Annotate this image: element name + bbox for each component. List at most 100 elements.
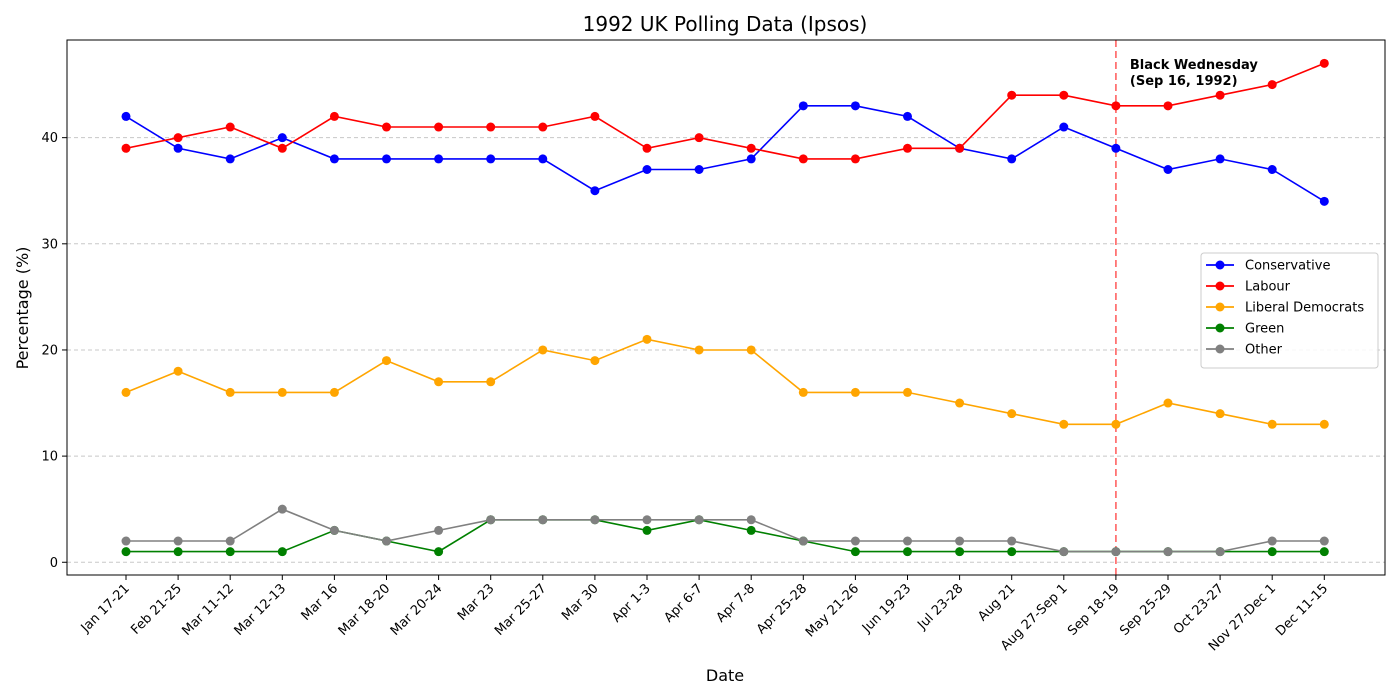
data-point-labour: [798, 154, 808, 164]
data-point-labour: [538, 122, 548, 132]
data-point-other: [121, 536, 131, 546]
data-point-conservative: [121, 111, 131, 121]
data-point-other: [1215, 547, 1225, 557]
data-point-liberal-democrats: [798, 387, 808, 397]
data-point-conservative: [746, 154, 756, 164]
x-tick-label: Oct 23-27: [1171, 581, 1227, 637]
data-point-conservative: [382, 154, 391, 164]
series-labour: [121, 58, 1329, 164]
x-tick-label: Apr 7-8: [714, 581, 758, 625]
data-point-green: [434, 547, 444, 557]
data-point-other: [1111, 547, 1121, 557]
data-point-labour: [329, 111, 339, 121]
x-tick-label: Mar 16: [299, 581, 342, 624]
data-point-other: [1267, 536, 1277, 546]
data-point-other: [955, 536, 965, 546]
x-tick-label: Feb 21-25: [128, 581, 185, 638]
y-axis-label: Percentage (%): [13, 247, 32, 370]
legend-label-liberal-democrats: Liberal Democrats: [1245, 301, 1364, 316]
data-point-green: [903, 547, 912, 557]
data-point-other: [225, 536, 235, 546]
data-point-labour: [1111, 101, 1121, 111]
data-point-liberal-democrats: [746, 345, 756, 355]
data-point-other: [277, 504, 287, 514]
data-point-green: [1319, 547, 1329, 557]
series-line-green: [126, 518, 1325, 553]
data-point-liberal-democrats: [1267, 419, 1277, 429]
x-tick-label: Jun 19-23: [859, 581, 914, 636]
data-point-labour: [590, 111, 600, 121]
data-point-green: [173, 547, 183, 557]
data-point-other: [746, 515, 756, 525]
data-point-other: [173, 536, 183, 546]
legend-marker-labour: [1215, 281, 1225, 291]
data-point-conservative: [1319, 196, 1329, 206]
x-tick-label: Sep 18-19: [1065, 581, 1123, 639]
x-tick-label: Aug 21: [975, 581, 1018, 624]
legend-marker-other: [1215, 344, 1225, 354]
data-point-labour: [121, 143, 131, 153]
x-tick-label: Jul 23-28: [914, 581, 966, 633]
data-point-liberal-democrats: [225, 387, 235, 397]
data-point-other: [1007, 536, 1017, 546]
legend-marker-liberal-democrats: [1215, 302, 1225, 312]
x-tick-label: Apr 25-28: [754, 581, 810, 637]
data-point-other: [1319, 536, 1329, 546]
series-line-conservative: [125, 105, 1325, 202]
data-point-conservative: [903, 111, 912, 121]
data-point-green: [277, 547, 287, 557]
data-point-other: [642, 515, 652, 525]
data-point-conservative: [538, 154, 548, 164]
data-point-labour: [1163, 101, 1173, 111]
x-tick-label: Mar 20-24: [388, 581, 446, 639]
chart-title: 1992 UK Polling Data (Ipsos): [583, 12, 868, 36]
x-tick-label: Dec 11-15: [1273, 581, 1331, 639]
data-point-conservative: [1111, 143, 1121, 153]
legend-label-other: Other: [1245, 343, 1283, 358]
data-point-labour: [850, 154, 860, 164]
data-point-other: [486, 515, 496, 525]
series-liberal-democrats: [121, 334, 1329, 429]
data-point-liberal-democrats: [277, 387, 287, 397]
data-point-conservative: [434, 154, 444, 164]
data-point-other: [798, 536, 808, 546]
data-point-conservative: [1267, 165, 1277, 175]
data-point-liberal-democrats: [382, 356, 391, 366]
x-tick-label: Apr 1-3: [609, 581, 653, 625]
legend-box: [1200, 252, 1379, 369]
data-point-labour: [746, 143, 756, 153]
data-point-liberal-democrats: [538, 345, 548, 355]
data-point-labour: [434, 122, 444, 132]
data-point-green: [746, 525, 756, 535]
x-axis-label: Date: [706, 666, 744, 685]
data-point-conservative: [1007, 154, 1017, 164]
data-point-other: [382, 536, 391, 546]
data-point-other: [694, 515, 704, 525]
data-point-conservative: [642, 165, 652, 175]
data-point-conservative: [694, 165, 704, 175]
x-tick-label: Mar 30: [559, 581, 602, 624]
data-point-liberal-democrats: [486, 377, 496, 387]
data-point-labour: [694, 133, 704, 143]
legend-marker-green: [1215, 323, 1225, 333]
data-point-green: [1007, 547, 1017, 557]
data-point-labour: [1319, 58, 1329, 68]
data-point-labour: [382, 122, 391, 132]
data-point-conservative: [486, 154, 496, 164]
series-other: [121, 504, 1329, 557]
series-line-liberal-democrats: [125, 338, 1325, 426]
data-point-labour: [955, 143, 965, 153]
data-point-labour: [1267, 80, 1277, 90]
data-point-green: [642, 525, 652, 535]
data-point-other: [903, 536, 912, 546]
legend-label-green: Green: [1245, 322, 1284, 337]
data-point-labour: [173, 133, 183, 143]
series-conservative: [121, 101, 1329, 206]
data-point-green: [955, 547, 965, 557]
data-point-other: [1163, 547, 1173, 557]
data-point-liberal-democrats: [329, 387, 339, 397]
series-line-other: [126, 508, 1325, 553]
data-point-liberal-democrats: [1215, 409, 1225, 419]
legend: Conservative Labour Liberal Democrats Green…: [1200, 252, 1379, 369]
y-tick-label: 30: [41, 237, 58, 252]
